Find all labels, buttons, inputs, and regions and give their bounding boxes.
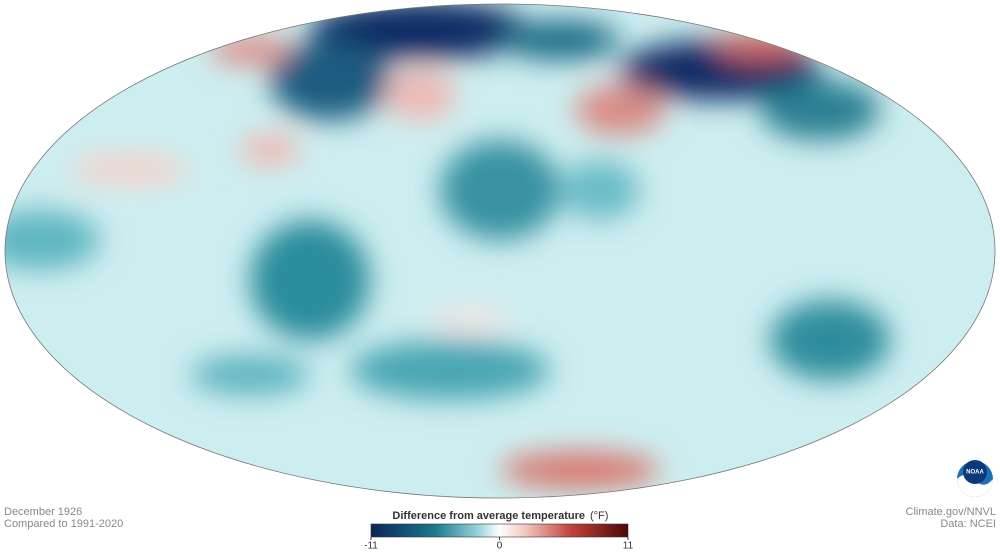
legend-unit: (°F) [590,510,608,522]
colorbar [370,523,629,538]
caption-date: December 1926 [4,506,82,518]
colorbar-tick-label: 11 [623,541,634,552]
map-outline [4,3,996,499]
noaa-logo: NOAA [957,460,993,497]
colorbar-tick-label: -11 [364,541,378,552]
logo-text: NOAA [966,470,984,476]
colorbar-tick-label: 0 [497,541,503,552]
credit-source: Climate.gov/NNVL [906,506,996,518]
credit-data: Data: NCEI [940,518,996,530]
caption-baseline: Compared to 1991-2020 [4,518,123,530]
legend-title: Difference from average temperature [392,510,585,522]
